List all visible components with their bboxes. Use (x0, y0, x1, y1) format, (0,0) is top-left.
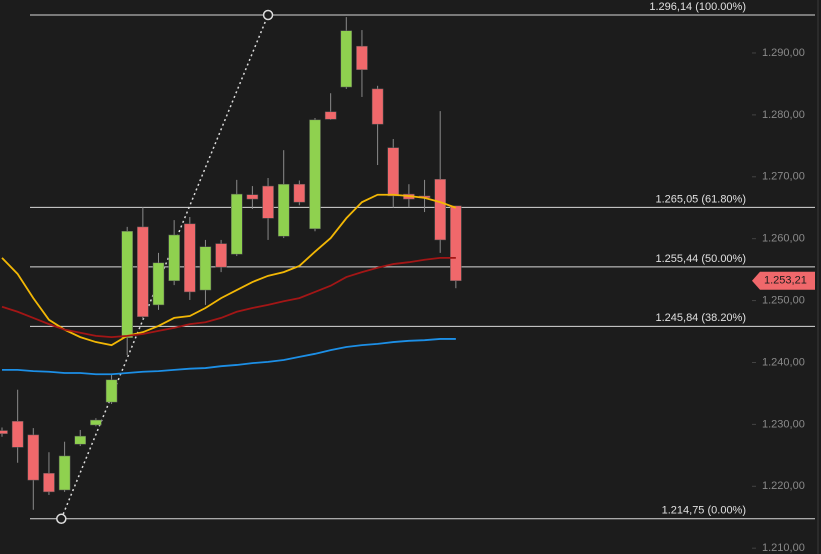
last-price-label: 1.253,21 (764, 275, 807, 287)
candle-body (309, 119, 321, 230)
fib-anchor (56, 513, 67, 525)
y-tick-label: 1.290,00 (762, 47, 805, 59)
fib-level-label: 1.245,84 (38.20%) (655, 312, 746, 324)
fib-level-label: 1.214,75 (0.00%) (662, 505, 746, 517)
y-tick-label: 1.270,00 (762, 171, 805, 183)
candle-body (246, 194, 259, 200)
candle-body (43, 473, 55, 493)
candle-body (152, 262, 165, 306)
candle-body (215, 243, 227, 268)
fib-level-label: 1.296,14 (100.00%) (649, 1, 746, 13)
y-tick-label: 1.280,00 (762, 109, 805, 121)
candle-body (387, 147, 399, 197)
y-tick-label: 1.220,00 (762, 480, 805, 492)
fib-level-label: 1.255,44 (50.00%) (655, 253, 746, 265)
fib-trend-line (60, 14, 269, 520)
last-price-tag (752, 271, 815, 290)
y-tick-label: 1.240,00 (762, 356, 805, 368)
y-tick-label: 1.250,00 (762, 294, 805, 306)
candle-body (137, 226, 149, 317)
candle-body (434, 179, 446, 241)
candle-body (105, 379, 118, 403)
candle-body (231, 193, 243, 255)
candle-body (121, 231, 133, 338)
candle-body (11, 421, 24, 448)
candle-body (184, 223, 196, 293)
y-tick-label: 1.210,00 (762, 542, 805, 554)
moving-average-line (2, 338, 456, 376)
fib-anchor (262, 9, 274, 21)
moving-average-line (1, 256, 456, 339)
candle-body (262, 185, 274, 219)
fib-level-label: 1.265,05 (61.80%) (655, 193, 746, 205)
candle-body (293, 183, 306, 203)
moving-average-line (1, 193, 457, 347)
candle-body (199, 246, 212, 291)
candle-body (277, 183, 290, 237)
candle-body (356, 45, 368, 70)
candle-body (371, 88, 384, 125)
candle-body (74, 435, 86, 445)
candle-body (27, 434, 40, 481)
candle-body (450, 205, 462, 281)
y-tick-label: 1.230,00 (762, 418, 805, 430)
candle-body (0, 430, 8, 434)
y-tick-label: 1.260,00 (762, 233, 805, 245)
candle-body (58, 455, 71, 491)
candle-body (340, 30, 353, 88)
candle-body (168, 234, 180, 282)
candle-body (324, 111, 337, 120)
candle-body (90, 419, 102, 426)
